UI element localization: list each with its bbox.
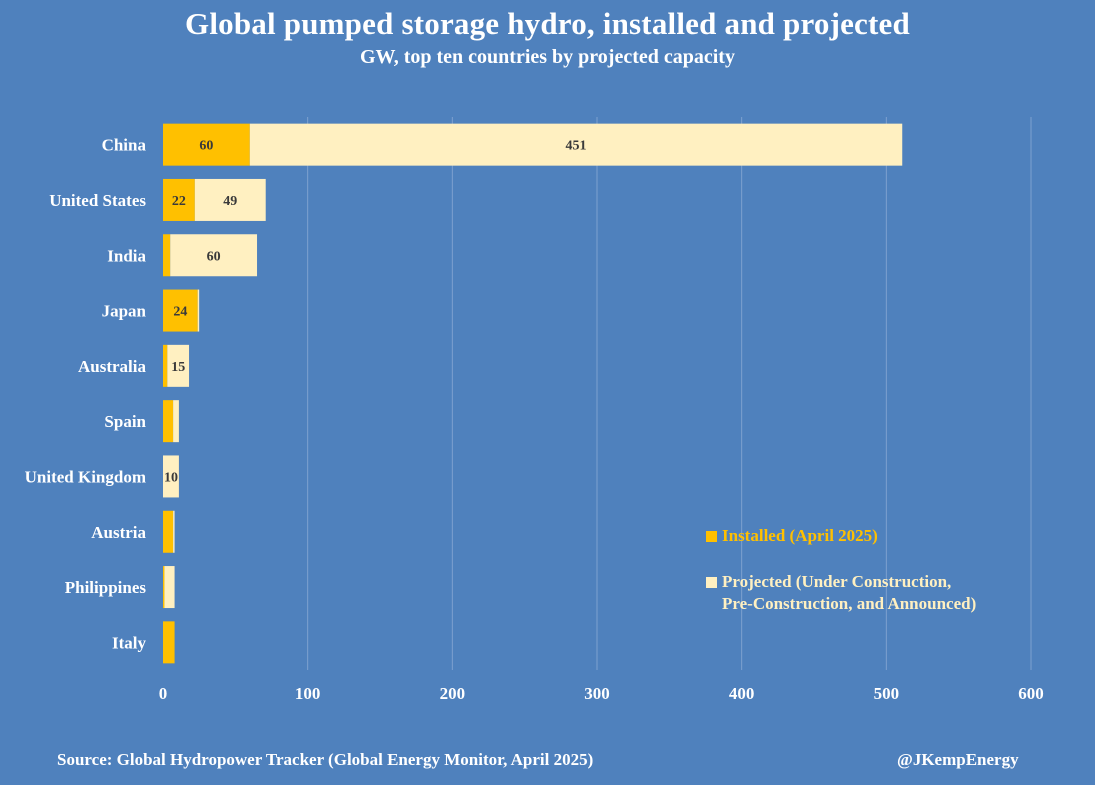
legend-swatch-projected — [706, 577, 717, 588]
bar-united-states-projected — [194, 178, 266, 221]
bar-china-projected — [249, 123, 903, 166]
bar-philippines-installed — [163, 566, 165, 609]
bar-japan-projected — [197, 289, 200, 332]
chart-title: Global pumped storage hydro, installed a… — [185, 6, 910, 41]
bar-united-kingdom-projected — [163, 455, 179, 498]
bar-spain-projected — [173, 400, 179, 443]
category-label-japan: Japan — [102, 302, 147, 321]
data-label-australia-projected: 15 — [171, 360, 185, 375]
x-tick-label-600: 600 — [1018, 684, 1044, 703]
data-label-united-kingdom-projected: 10 — [164, 470, 178, 485]
bar-austria-projected — [173, 510, 175, 553]
bar-italy-installed — [163, 621, 175, 664]
x-tick-label-200: 200 — [440, 684, 466, 703]
bar-australia-projected — [167, 344, 190, 387]
legend-label-projected-line1: Projected (Under Construction, — [722, 572, 952, 591]
data-label-china-projected: 451 — [566, 139, 587, 154]
legend-label-projected-line2: Pre-Construction, and Announced) — [722, 594, 977, 613]
x-axis-tick-labels: 0 100 200 300 400 500 600 — [159, 684, 1044, 703]
bar-spain-installed — [163, 400, 174, 443]
data-labels: 60 451 22 49 60 24 15 10 — [164, 139, 587, 486]
x-tick-label-100: 100 — [295, 684, 321, 703]
bar-china-installed — [163, 123, 250, 166]
legend-item-installed: Installed (April 2025) — [706, 525, 1046, 547]
bar-united-states-installed — [163, 178, 195, 221]
category-label-philippines: Philippines — [65, 578, 147, 597]
x-tick-label-400: 400 — [729, 684, 755, 703]
category-label-australia: Australia — [78, 357, 147, 376]
bars — [163, 123, 903, 664]
legend-swatch-installed — [706, 531, 717, 542]
category-label-united-kingdom: United Kingdom — [25, 467, 146, 486]
category-label-spain: Spain — [104, 412, 146, 431]
category-label-italy: Italy — [112, 633, 147, 652]
legend: Installed (April 2025) Projected (Under … — [706, 525, 1046, 615]
legend-item-projected: Projected (Under Construction, Pre-Const… — [706, 571, 1046, 615]
x-tick-label-300: 300 — [584, 684, 610, 703]
bar-australia-installed — [163, 344, 168, 387]
gridlines — [307, 117, 1032, 670]
source-note: Source: Global Hydropower Tracker (Globa… — [57, 750, 594, 769]
data-label-united-states-projected: 49 — [223, 194, 237, 209]
bar-austria-installed — [163, 510, 174, 553]
legend-label-installed: Installed (April 2025) — [722, 526, 878, 545]
bar-japan-installed — [163, 289, 198, 332]
category-label-india: India — [107, 246, 146, 265]
category-label-austria: Austria — [91, 523, 146, 542]
bar-philippines-projected — [164, 566, 175, 609]
x-tick-label-500: 500 — [874, 684, 900, 703]
x-tick-label-0: 0 — [159, 684, 168, 703]
bar-india-installed — [163, 234, 171, 277]
category-label-china: China — [102, 136, 147, 155]
author-credit: @JKempEnergy — [897, 750, 1019, 769]
data-label-india-projected: 60 — [207, 249, 221, 264]
chart-subtitle: GW, top ten countries by projected capac… — [360, 46, 735, 68]
category-label-united-states: United States — [49, 191, 146, 210]
bar-india-projected — [170, 234, 258, 277]
data-label-united-states-installed: 22 — [172, 194, 186, 209]
category-labels: China United States India Japan Australia Spa… — [25, 136, 147, 653]
data-label-china-installed: 60 — [199, 139, 213, 154]
data-label-japan-installed: 24 — [173, 305, 187, 320]
